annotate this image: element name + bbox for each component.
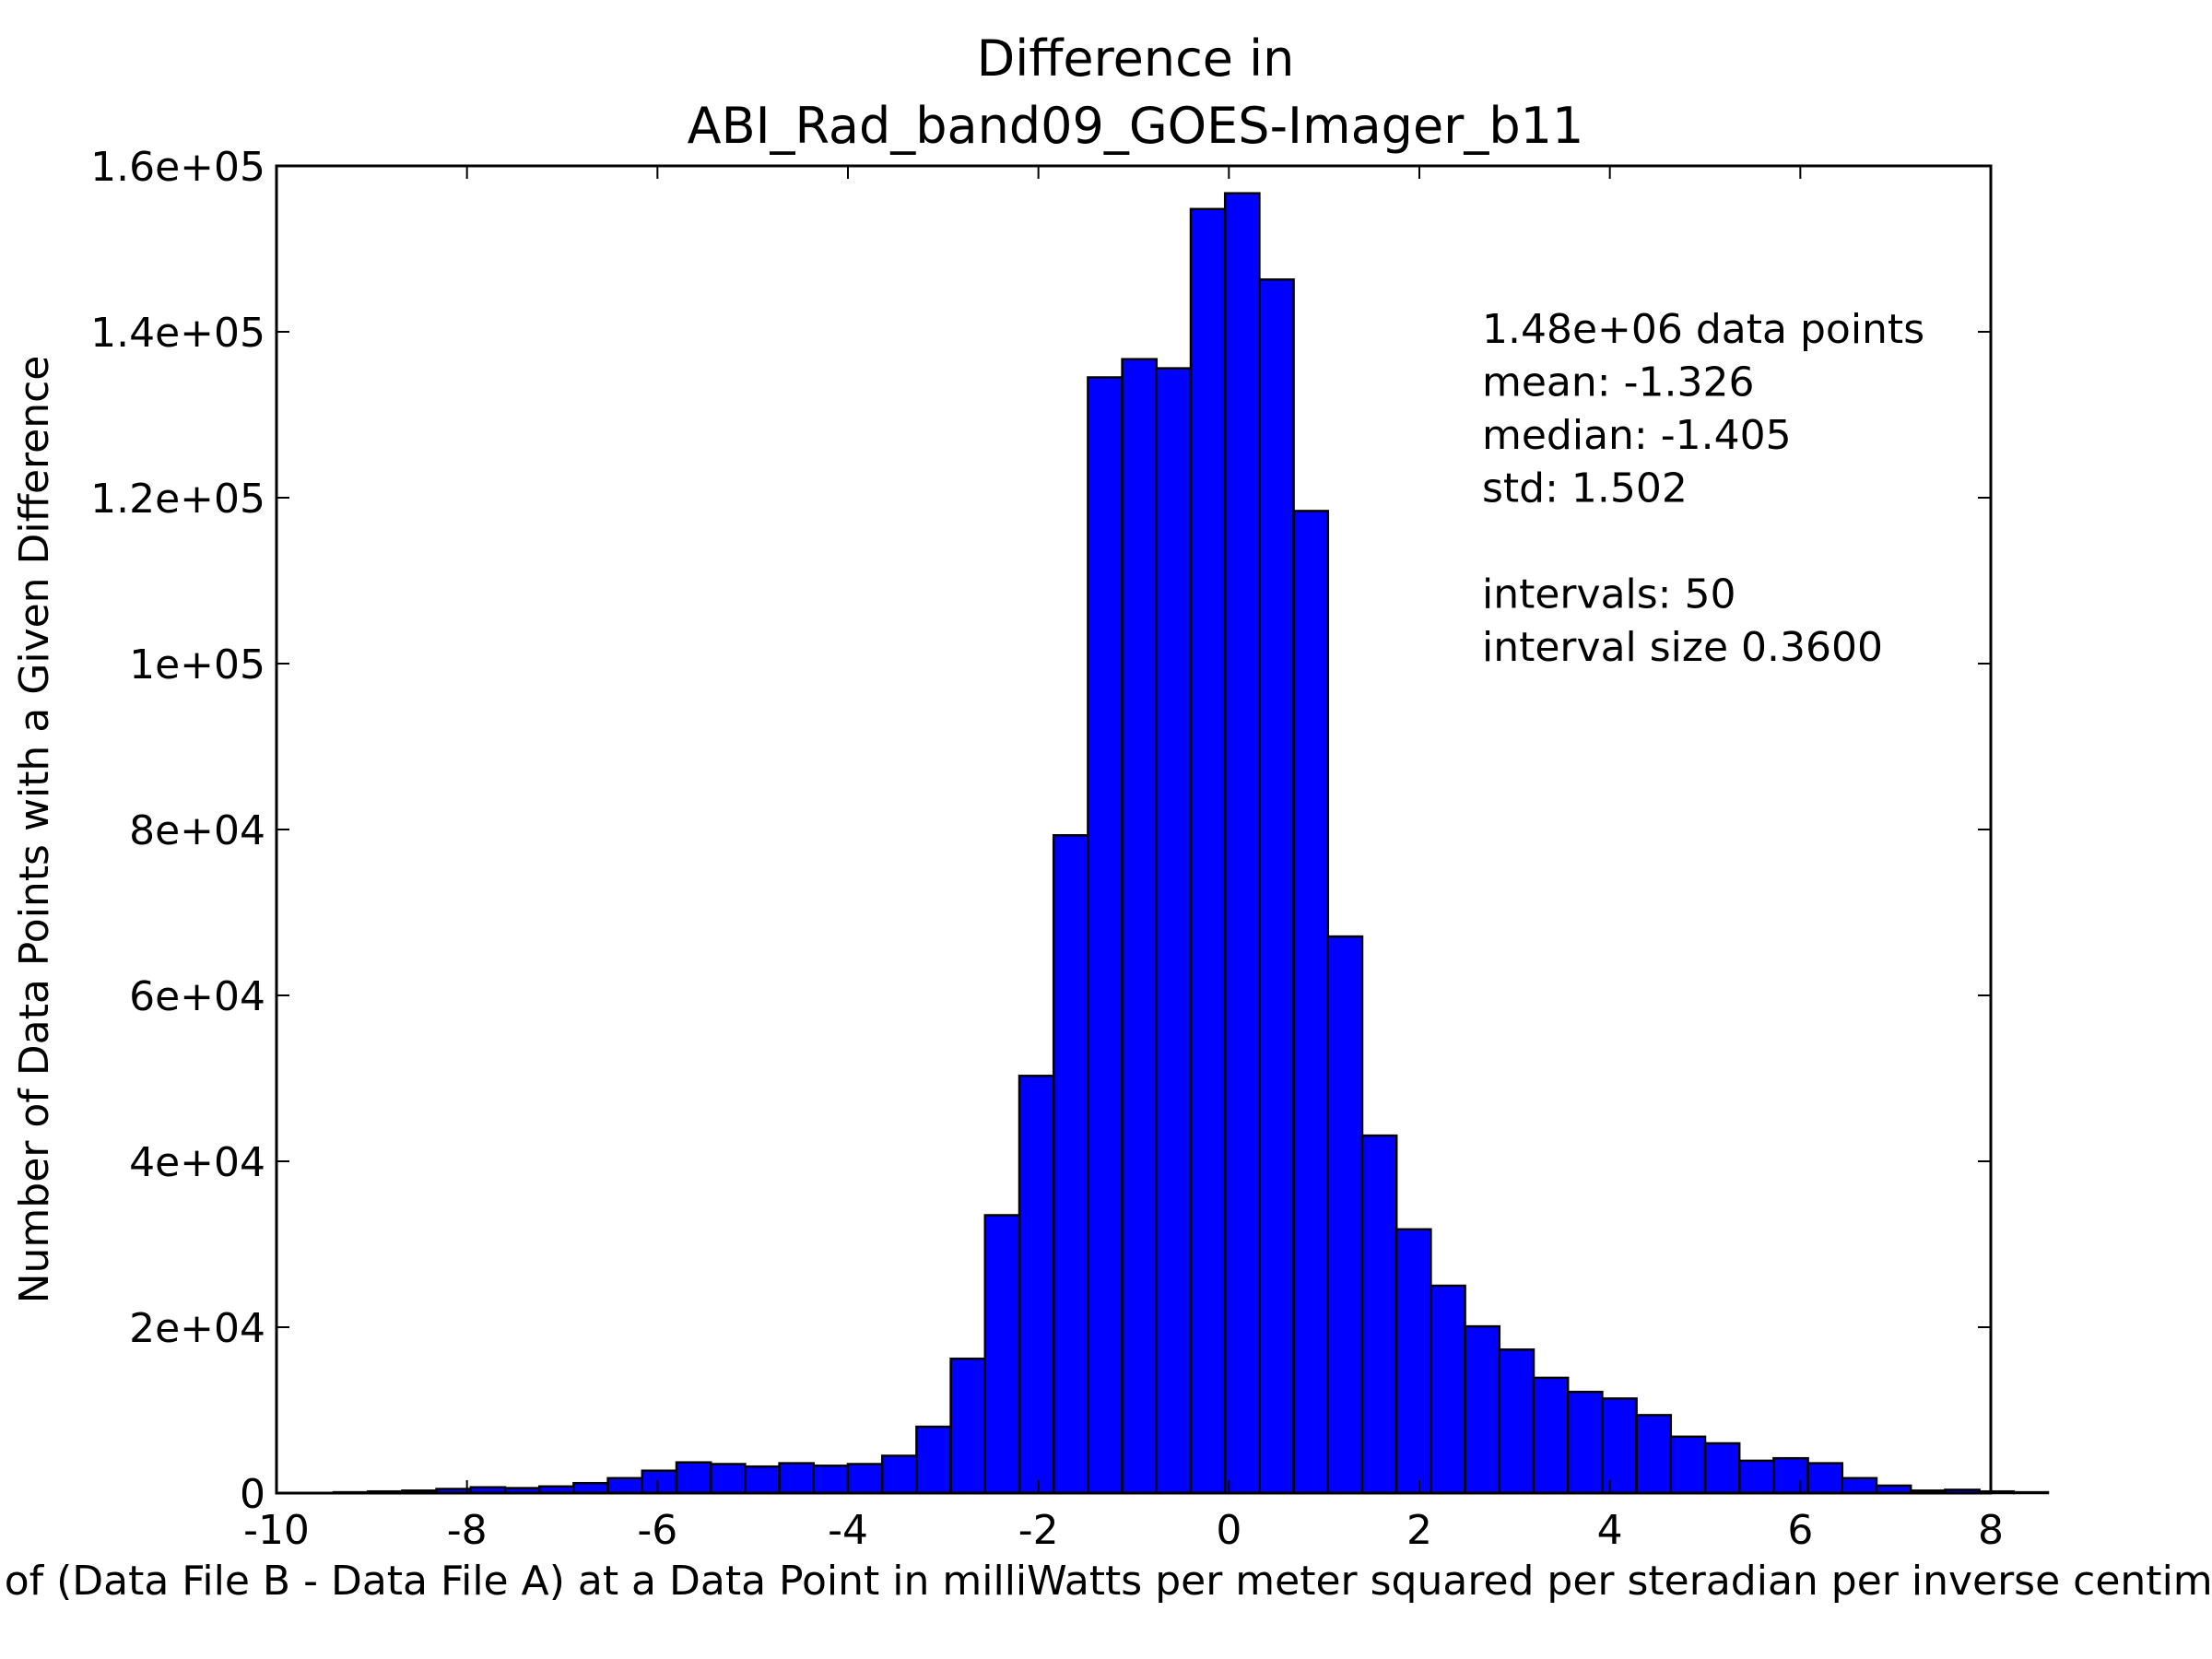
x-axis-label: Value of (Data File B - Data File A) at …	[0, 1558, 2212, 1605]
y-tick-label: 6e+04	[129, 973, 265, 1020]
plot-frame	[275, 164, 1993, 1495]
x-tick-label: 2	[1406, 1507, 1432, 1554]
histogram-bar	[1292, 510, 1330, 1495]
histogram-bar	[1772, 1456, 1809, 1495]
annotation-line: interval size 0.3600	[1482, 624, 1883, 671]
x-tick-label: 8	[1978, 1507, 2004, 1554]
histogram-bar	[812, 1465, 850, 1495]
histogram-bar	[778, 1462, 816, 1495]
histogram-bar	[1189, 207, 1227, 1495]
x-tick-label: -4	[828, 1507, 868, 1554]
y-tick-label: 0	[240, 1471, 265, 1518]
histogram-bar	[1498, 1348, 1535, 1495]
histogram-bar	[709, 1463, 747, 1495]
x-tick-label: -10	[243, 1507, 310, 1554]
annotation-line: std: 1.502	[1482, 465, 1688, 512]
histogram-bar	[1806, 1462, 1844, 1495]
histogram-bar	[1360, 1134, 1398, 1495]
x-tick-label: -2	[1018, 1507, 1059, 1554]
x-tick-label: 6	[1787, 1507, 1813, 1554]
histogram-bar	[2012, 1490, 2050, 1495]
annotation-line: intervals: 50	[1482, 571, 1735, 618]
histogram-bar	[915, 1425, 952, 1495]
histogram-bar	[1018, 1075, 1055, 1495]
annotation-line: 1.48e+06 data points	[1482, 306, 1924, 353]
bars-group	[332, 192, 2050, 1495]
histogram-bar	[1223, 192, 1261, 1495]
histogram-bar	[949, 1357, 987, 1495]
histogram-bar	[1121, 358, 1159, 1495]
histogram-bar	[1087, 376, 1124, 1495]
histogram-bar	[1155, 367, 1193, 1495]
x-tick-label: -8	[447, 1507, 488, 1554]
annotation-line: mean: -1.326	[1482, 359, 1754, 406]
histogram-bar	[880, 1454, 918, 1495]
histogram-bar	[1052, 834, 1089, 1495]
chart-title-line1: Difference in	[977, 29, 1295, 88]
histogram-bar	[1703, 1441, 1741, 1495]
histogram-bar	[744, 1465, 781, 1495]
x-tick-label: 4	[1597, 1507, 1623, 1554]
histogram-bar	[675, 1461, 712, 1495]
stats-annotation: 1.48e+06 data points mean: -1.326 median: …	[1482, 306, 1924, 671]
x-tick-label: -6	[637, 1507, 677, 1554]
histogram-bar	[1737, 1459, 1775, 1495]
histogram-bar	[1669, 1435, 1707, 1495]
histogram-bar	[1430, 1284, 1466, 1495]
y-tick-label: 2e+04	[129, 1305, 265, 1352]
y-tick-label: 8e+04	[129, 807, 265, 854]
histogram-bar	[1601, 1397, 1638, 1495]
y-tick-label: 1e+05	[129, 641, 265, 688]
chart-title-line2: ABI_Rad_band09_GOES-Imager_b11	[688, 97, 1584, 155]
histogram-bar	[1532, 1376, 1570, 1495]
histogram-bar	[983, 1214, 1021, 1495]
histogram-bar	[641, 1469, 678, 1495]
histogram-bar	[1258, 278, 1295, 1495]
histogram-bar	[1394, 1228, 1432, 1495]
histogram-bar	[1635, 1414, 1673, 1495]
y-axis-label: Number of Data Points with a Given Diffe…	[11, 356, 58, 1304]
histogram-bar	[1464, 1324, 1501, 1495]
ticks-group: -10 -8 -6 -4 -2 0 2 4 6 8 0 2e+04 4e+04 6e+04 8e+04 1e+…	[90, 144, 2004, 1554]
y-tick-label: 1.4e+05	[90, 310, 265, 357]
y-tick-label: 1.2e+05	[90, 476, 265, 523]
histogram-bar	[572, 1481, 609, 1495]
x-tick-label: 0	[1216, 1507, 1241, 1554]
histogram-bar	[1326, 935, 1364, 1495]
histogram-bar	[1841, 1477, 1878, 1495]
histogram-bar	[606, 1477, 644, 1495]
y-tick-label: 4e+04	[129, 1139, 265, 1186]
annotation-line: median: -1.405	[1482, 412, 1792, 459]
histogram-bar	[1566, 1390, 1604, 1495]
histogram-bar	[846, 1463, 884, 1495]
y-tick-label: 1.6e+05	[90, 144, 265, 191]
